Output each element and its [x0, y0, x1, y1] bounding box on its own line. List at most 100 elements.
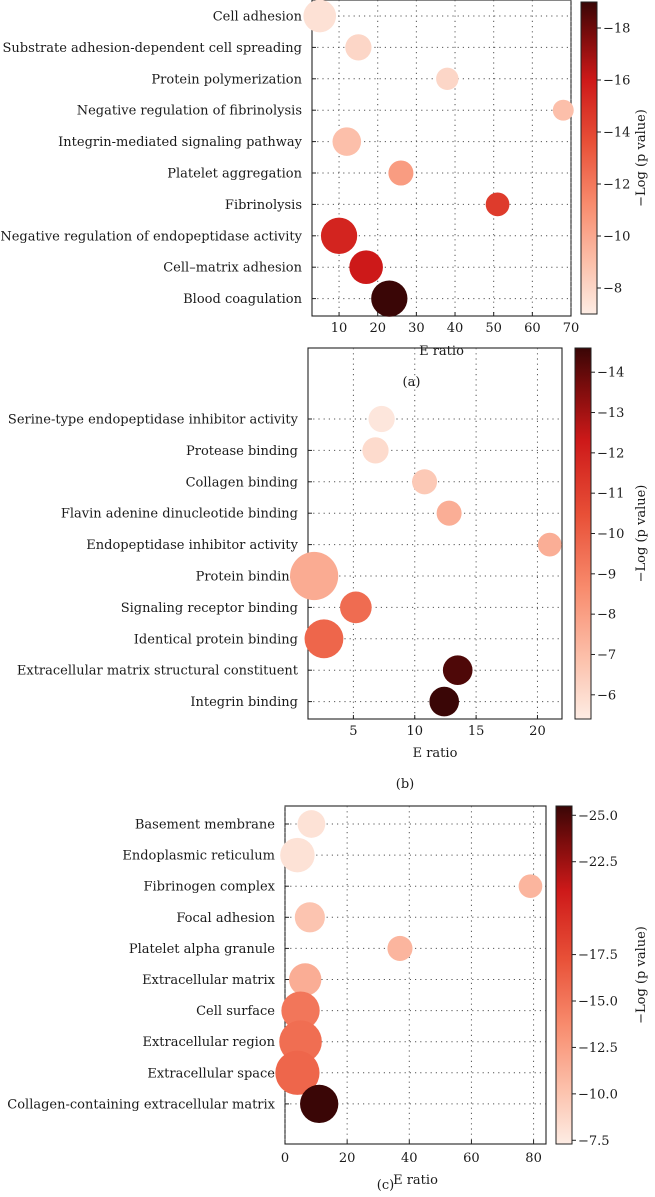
- category-label: Extracellular matrix structural constitu…: [17, 664, 299, 679]
- colorbar-tick-label: −12: [603, 178, 630, 193]
- x-tick-label: 40: [447, 321, 464, 336]
- data-point: [280, 837, 315, 873]
- plot-frame: [284, 805, 547, 1145]
- colorbar-tick-label: −17.5: [578, 948, 618, 963]
- x-axis-label: E ratio: [413, 746, 458, 761]
- colorbar: [580, 1, 598, 315]
- category-label: Platelet aggregation: [167, 167, 302, 182]
- data-point: [518, 874, 543, 899]
- category-label: Identical protein binding: [134, 632, 298, 647]
- category-label: Cell adhesion: [213, 10, 303, 25]
- colorbar-tick-label: −22.5: [578, 855, 618, 870]
- colorbar-tick-label: −18: [603, 22, 630, 37]
- x-tick-label: 60: [463, 1151, 480, 1166]
- data-point: [303, 0, 337, 33]
- category-label: Blood coagulation: [183, 292, 302, 307]
- colorbar-label: −Log (p value): [634, 109, 649, 207]
- category-label: Signaling receptor binding: [121, 601, 298, 616]
- panel-label: (b): [396, 777, 414, 792]
- category-label: Cell–matrix adhesion: [163, 261, 302, 276]
- category-label: Fibrinolysis: [225, 198, 302, 213]
- colorbar-tick-label: −8: [597, 608, 616, 623]
- panel-a: 10 20 30 40 50 60 70 Cell adhesion Substrate adh…: [0, 0, 649, 390]
- x-tick-label: 50: [485, 321, 502, 336]
- x-tick-label: 40: [401, 1151, 418, 1166]
- category-label: Collagen-containing extracellular matrix: [7, 1097, 275, 1112]
- category-label: Flavin adenine dinucleotide binding: [61, 507, 298, 522]
- x-tick-label: 70: [563, 321, 580, 336]
- data-point: [368, 405, 395, 433]
- data-point: [442, 655, 473, 686]
- data-point: [297, 810, 326, 838]
- data-point: [371, 280, 408, 317]
- colorbar-tick-label: −6: [597, 688, 616, 703]
- colorbar-tick-label: −25.0: [578, 809, 618, 824]
- data-point: [345, 34, 372, 61]
- x-tick-label: 20: [369, 321, 386, 336]
- data-point: [485, 192, 510, 217]
- data-point: [537, 532, 562, 557]
- colorbar-label: −Log (p value): [634, 926, 649, 1024]
- category-label: Integrin-mediated signaling pathway: [58, 135, 302, 150]
- plot-frame: [311, 0, 572, 317]
- data-point: [349, 250, 383, 285]
- data-point: [275, 1050, 320, 1095]
- colorbar-tick-label: −10: [603, 230, 630, 245]
- x-tick-label: 20: [339, 1151, 356, 1166]
- panel-label: (c): [377, 1178, 394, 1193]
- x-tick-label: 0: [281, 1151, 289, 1166]
- x-tick-label: 80: [525, 1151, 542, 1166]
- category-label: Serine-type endopeptidase inhibitor acti…: [8, 413, 299, 428]
- category-label: Protease binding: [186, 444, 298, 459]
- colorbar: [574, 347, 592, 720]
- x-tick-label: 5: [349, 724, 357, 739]
- data-point: [552, 99, 574, 121]
- colorbar-tick-label: −16: [603, 74, 630, 89]
- data-point: [436, 67, 459, 91]
- data-point: [436, 500, 462, 526]
- data-point: [289, 963, 322, 996]
- category-label: Protein binding: [196, 570, 298, 585]
- category-label: Extracellular space: [147, 1066, 275, 1081]
- colorbar-tick-label: −10.0: [578, 1087, 618, 1102]
- x-tick-label: 10: [331, 321, 348, 336]
- category-label: Fibrinogen complex: [143, 880, 275, 895]
- x-tick-label: 60: [524, 321, 541, 336]
- category-label: Substrate adhesion-dependent cell spread…: [3, 41, 302, 56]
- category-label: Extracellular matrix: [142, 973, 276, 988]
- colorbar-tick-label: −10: [597, 527, 624, 542]
- panel-c: 0 20 40 60 80 Basement membrane Endoplasmic re…: [7, 805, 649, 1193]
- category-label: Extracellular region: [142, 1035, 275, 1050]
- category-label: Platelet alpha granule: [129, 942, 275, 957]
- category-label: Negative regulation of endopeptidase act…: [0, 229, 302, 244]
- category-label: Integrin binding: [190, 695, 298, 710]
- data-point: [429, 686, 460, 717]
- data-point: [340, 591, 372, 624]
- panel-b: 5 10 15 20 Serine-type endopeptidase inhibit…: [8, 347, 649, 792]
- category-label: Basement membrane: [135, 818, 275, 833]
- category-label: Cell surface: [196, 1004, 275, 1019]
- panel-label: (a): [403, 375, 421, 390]
- category-label: Protein polymerization: [151, 72, 302, 87]
- x-axis-label: E ratio: [393, 1173, 438, 1188]
- plot-frame: [307, 347, 563, 720]
- colorbar-tick-label: −12: [597, 446, 624, 461]
- colorbar-tick-label: −14: [603, 126, 630, 141]
- colorbar-tick-label: −15.0: [578, 995, 618, 1010]
- data-point: [290, 551, 339, 601]
- colorbar-tick-label: −11: [597, 487, 624, 502]
- colorbar: [555, 805, 573, 1145]
- data-point: [304, 619, 344, 659]
- colorbar-tick-label: −12.5: [578, 1041, 618, 1056]
- colorbar-tick-label: −7: [597, 648, 616, 663]
- data-point: [387, 935, 413, 961]
- x-tick-label: 30: [408, 321, 425, 336]
- x-axis-label: E ratio: [419, 344, 464, 359]
- colorbar-tick-label: −13: [597, 406, 624, 421]
- colorbar-label: −Log (p value): [634, 485, 649, 583]
- data-point: [281, 991, 320, 1030]
- data-point: [332, 127, 362, 156]
- category-label: Collagen binding: [186, 475, 298, 490]
- category-label: Endoplasmic reticulum: [122, 849, 275, 864]
